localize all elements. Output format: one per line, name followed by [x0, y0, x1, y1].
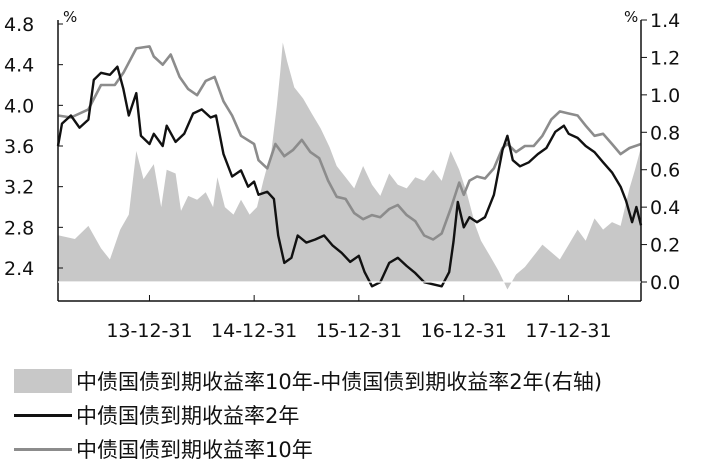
- left-tick-label: 2.4: [4, 258, 34, 280]
- left-tick-label: 3.6: [4, 136, 34, 158]
- right-unit-label: %: [624, 8, 638, 26]
- right-tick-label: 1.4: [650, 10, 680, 32]
- yield-chart: 2.4 2.8 3.2 3.6 4.0 4.4 4.8 0.0 0.2 0.4 0.6 0.8 1.0 1…: [4, 8, 680, 342]
- legend-item-10y: 中债国债到期收益率10年: [14, 432, 704, 466]
- right-tick-label: 0.2: [650, 235, 680, 257]
- spread-area: [58, 42, 641, 290]
- legend-label-spread: 中债国债到期收益率10年-中债国债到期收益率2年(右轴): [76, 370, 603, 394]
- legend-swatch-2y: [14, 413, 72, 417]
- legend-label-2y: 中债国债到期收益率2年: [76, 404, 300, 428]
- right-tick-label: 0.0: [650, 272, 680, 294]
- x-tick-label: 13-12-31: [106, 320, 192, 342]
- legend-swatch-spread: [14, 369, 72, 393]
- legend-item-spread: 中债国债到期收益率10年-中债国债到期收益率2年(右轴): [14, 364, 704, 398]
- legend-label-10y: 中债国债到期收益率10年: [76, 438, 313, 462]
- yield-line-series: [56, 45, 643, 288]
- left-tick-label: 3.2: [4, 177, 34, 199]
- left-tick-label: 4.4: [4, 55, 34, 77]
- x-tick-label: 16-12-31: [421, 320, 507, 342]
- legend-item-2y: 中债国债到期收益率2年: [14, 398, 704, 432]
- left-tick-label: 2.8: [4, 217, 34, 239]
- left-unit-label: %: [63, 8, 77, 26]
- x-tick-label: 17-12-31: [525, 320, 611, 342]
- x-tick-label: 14-12-31: [211, 320, 297, 342]
- yield-10y-line: [57, 45, 642, 241]
- right-tick-label: 1.0: [650, 85, 680, 107]
- right-tick-label: 0.4: [650, 197, 680, 219]
- left-tick-label: 4.8: [4, 14, 34, 36]
- right-tick-label: 0.8: [650, 122, 680, 144]
- axes: 2.4 2.8 3.2 3.6 4.0 4.4 4.8 0.0 0.2 0.4 0.6 0.8 1.0 1…: [4, 8, 680, 342]
- x-tick-label: 15-12-31: [316, 320, 402, 342]
- legend: 中债国债到期收益率10年-中债国债到期收益率2年(右轴) 中债国债到期收益率2年…: [14, 364, 704, 466]
- spread-area-series: [58, 42, 641, 290]
- legend-swatch-10y: [14, 447, 72, 451]
- right-tick-label: 1.2: [650, 47, 680, 69]
- left-tick-label: 4.0: [4, 95, 34, 117]
- right-tick-label: 0.6: [650, 160, 680, 182]
- yield-2y-line: [56, 65, 643, 288]
